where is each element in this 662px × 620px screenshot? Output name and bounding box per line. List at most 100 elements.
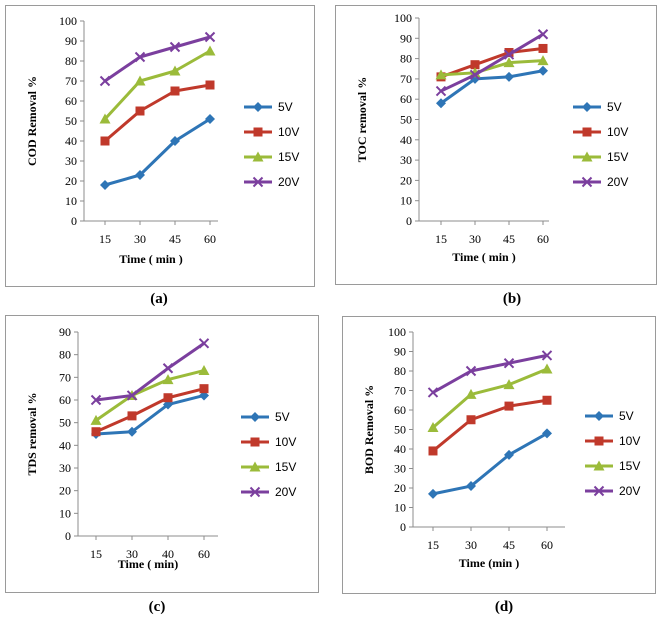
legend-marker bbox=[249, 461, 261, 472]
y-tick-label: 0 bbox=[406, 214, 412, 228]
data-point-5V bbox=[504, 449, 514, 460]
data-point-20V bbox=[204, 31, 216, 43]
chart-panel-tds: 0 10 20 30 40 50 60 70 80 90 15 30 40 60 Time ( min) TD… bbox=[5, 315, 319, 593]
data-point-15V bbox=[503, 379, 515, 390]
y-axis-label: TOC removal % bbox=[355, 77, 369, 163]
y-tick-label: 90 bbox=[59, 325, 71, 339]
series-5V bbox=[428, 428, 552, 499]
x-tick-label: 60 bbox=[204, 232, 216, 246]
y-tick-label: 100 bbox=[59, 14, 77, 28]
data-point-15V bbox=[90, 414, 102, 425]
caption-b: (b) bbox=[502, 291, 522, 307]
y-tick-label: 90 bbox=[400, 31, 412, 45]
data-point-10V bbox=[504, 48, 514, 58]
x-tick-label: 60 bbox=[198, 547, 210, 561]
y-tick-label: 60 bbox=[65, 94, 77, 108]
data-point-15V bbox=[99, 113, 111, 124]
y-tick-label: 20 bbox=[59, 484, 71, 498]
data-point-20V bbox=[90, 394, 102, 406]
series-line-15V bbox=[432, 367, 548, 429]
data-point-10V bbox=[428, 446, 438, 456]
caption-d: (d) bbox=[494, 599, 514, 615]
data-point-10V bbox=[135, 106, 145, 116]
legend-marker bbox=[593, 485, 605, 497]
legend-item-15V: 15V bbox=[244, 150, 299, 164]
caption-a: (a) bbox=[150, 291, 168, 307]
y-tick-label: 40 bbox=[59, 438, 71, 452]
legend-item-15V: 15V bbox=[573, 150, 628, 164]
legend-marker bbox=[252, 151, 264, 162]
data-point-15V bbox=[162, 374, 174, 385]
legend-label: 20V bbox=[275, 485, 296, 499]
x-tick-label: 15 bbox=[90, 547, 102, 561]
y-tick-label: 60 bbox=[400, 92, 412, 106]
legend-label: 15V bbox=[278, 150, 299, 164]
chart-panel-cod: 0 10 20 30 40 50 60 70 80 90 100 15 30 45 60 Time ( min… bbox=[5, 5, 315, 287]
y-tick-label: 0 bbox=[400, 520, 406, 534]
legend-marker bbox=[582, 102, 592, 112]
legend-marker bbox=[252, 176, 264, 188]
x-tick-label: 30 bbox=[134, 232, 146, 246]
legend-marker bbox=[593, 460, 605, 471]
y-tick-label: 70 bbox=[65, 74, 77, 88]
series-20V bbox=[99, 31, 216, 87]
x-tick-label: 30 bbox=[469, 232, 481, 246]
series-line-20V bbox=[432, 353, 548, 394]
chart-svg-toc: 0 10 20 30 40 50 60 70 80 90 100 15 30 45 60 Time ( min… bbox=[355, 11, 628, 264]
legend-item-20V: 20V bbox=[241, 485, 296, 499]
y-tick-label: 50 bbox=[394, 423, 406, 437]
chart-panel-toc: 0 10 20 30 40 50 60 70 80 90 100 15 30 45 60 Time ( min… bbox=[335, 5, 657, 285]
series-10V bbox=[100, 80, 215, 146]
series-20V bbox=[90, 338, 210, 406]
legend-item-20V: 20V bbox=[573, 175, 628, 189]
data-point-15V bbox=[435, 69, 447, 80]
x-axis-label: Time ( min ) bbox=[452, 250, 515, 264]
series-line-20V bbox=[104, 35, 211, 83]
legend-marker bbox=[253, 102, 263, 112]
data-point-10V bbox=[91, 427, 101, 437]
y-tick-label: 80 bbox=[394, 364, 406, 378]
series-line-20V bbox=[95, 342, 205, 402]
data-point-5V bbox=[170, 136, 180, 146]
legend-item-20V: 20V bbox=[244, 175, 299, 189]
series-5V bbox=[436, 65, 548, 109]
x-axis-label: Time ( min) bbox=[118, 557, 178, 571]
series-line-10V bbox=[104, 83, 211, 143]
data-point-15V bbox=[198, 365, 210, 376]
legend-item-5V: 5V bbox=[585, 409, 634, 423]
legend-item-10V: 10V bbox=[244, 125, 299, 139]
data-point-20V bbox=[169, 41, 181, 53]
legend-marker bbox=[250, 437, 260, 447]
legend-label: 20V bbox=[619, 484, 640, 498]
x-tick-label: 15 bbox=[427, 538, 439, 552]
data-point-15V bbox=[204, 45, 216, 56]
legend-item-20V: 20V bbox=[585, 484, 640, 498]
data-point-5V bbox=[466, 481, 476, 492]
legend-label: 15V bbox=[607, 150, 628, 164]
data-point-5V bbox=[538, 65, 548, 76]
series-line-15V bbox=[95, 369, 205, 422]
series-line-10V bbox=[440, 46, 544, 79]
series-10V bbox=[428, 395, 552, 456]
y-tick-label: 70 bbox=[400, 72, 412, 86]
y-tick-label: 40 bbox=[400, 133, 412, 147]
x-tick-label: 45 bbox=[169, 232, 181, 246]
x-tick-label: 15 bbox=[435, 232, 447, 246]
x-axis-label: Time (min ) bbox=[459, 556, 519, 570]
data-point-10V bbox=[538, 43, 548, 53]
series-line-10V bbox=[95, 387, 205, 434]
x-axis-label: Time ( min ) bbox=[119, 252, 182, 266]
x-tick-label: 40 bbox=[162, 547, 174, 561]
series-15V bbox=[90, 365, 210, 425]
y-tick-label: 10 bbox=[394, 501, 406, 515]
series-20V bbox=[427, 350, 553, 398]
y-tick-label: 20 bbox=[394, 481, 406, 495]
legend-label: 15V bbox=[619, 459, 640, 473]
data-point-10V bbox=[127, 411, 137, 421]
data-point-20V bbox=[126, 390, 138, 401]
legend-label: 20V bbox=[278, 175, 299, 189]
y-axis-label: BOD Removal % bbox=[362, 385, 376, 474]
series-20V bbox=[435, 29, 549, 97]
data-point-5V bbox=[135, 170, 145, 180]
data-point-10V bbox=[163, 393, 173, 403]
